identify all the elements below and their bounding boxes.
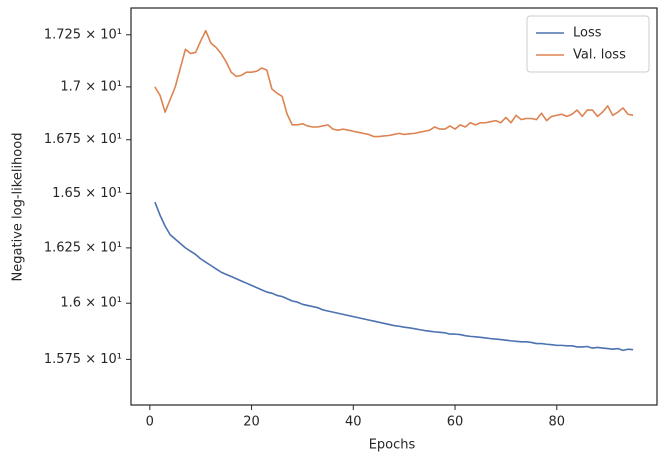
x-tick-label: 40 [345,415,362,430]
y-tick-label: 1.625 × 10¹ [44,240,122,255]
y-axis-label: Negative log-likelihood [11,133,26,282]
y-tick-label: 1.7 × 10¹ [60,79,122,94]
x-tick-label: 60 [447,415,464,430]
x-tick-label: 0 [146,415,154,430]
x-tick-label: 20 [243,415,260,430]
y-tick-label: 1.725 × 10¹ [44,27,122,42]
y-tick-label: 1.575 × 10¹ [44,352,122,367]
x-axis-label: Epochs [369,438,416,453]
legend-label: Val. loss [573,48,626,63]
legend-label: Loss [573,26,602,41]
plot-frame [130,7,658,406]
line [154,29,634,138]
line [154,201,634,352]
y-tick-label: 1.65 × 10¹ [52,186,122,201]
y-tick-label: 1.6 × 10¹ [60,296,122,311]
y-tick-label: 1.675 × 10¹ [44,132,122,147]
legend-box [526,15,650,73]
x-tick-label: 80 [549,415,566,430]
